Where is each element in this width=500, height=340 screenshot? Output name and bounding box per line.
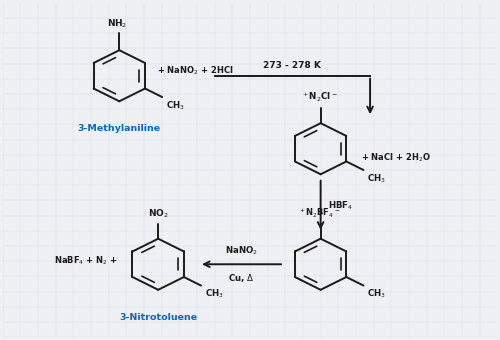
Text: HBF$_4$: HBF$_4$ xyxy=(328,199,353,211)
Text: NaBF$_4$ + N$_2$ +: NaBF$_4$ + N$_2$ + xyxy=(54,255,118,268)
Text: 273 - 278 K: 273 - 278 K xyxy=(264,61,322,70)
Text: NaNO$_2$: NaNO$_2$ xyxy=(225,244,258,257)
Text: CH$_3$: CH$_3$ xyxy=(204,288,224,301)
Text: NO$_2$: NO$_2$ xyxy=(148,207,169,220)
Text: 3-Nitrotoluene: 3-Nitrotoluene xyxy=(119,313,197,322)
Text: $^+$N$_2$BF$_4$$^-$: $^+$N$_2$BF$_4$$^-$ xyxy=(298,207,341,220)
Text: CH$_3$: CH$_3$ xyxy=(367,288,386,301)
Text: CH$_3$: CH$_3$ xyxy=(166,100,184,112)
Text: CH$_3$: CH$_3$ xyxy=(367,172,386,185)
Text: Cu, $\Delta$: Cu, $\Delta$ xyxy=(228,272,255,284)
Text: + NaNO$_2$ + 2HCl: + NaNO$_2$ + 2HCl xyxy=(158,65,234,77)
Text: NH$_2$: NH$_2$ xyxy=(107,18,128,30)
Text: 3-Methylaniline: 3-Methylaniline xyxy=(78,124,161,133)
Text: $^+$N$_2$Cl$^-$: $^+$N$_2$Cl$^-$ xyxy=(301,91,338,104)
Text: + NaCl + 2H$_2$O: + NaCl + 2H$_2$O xyxy=(361,152,431,164)
